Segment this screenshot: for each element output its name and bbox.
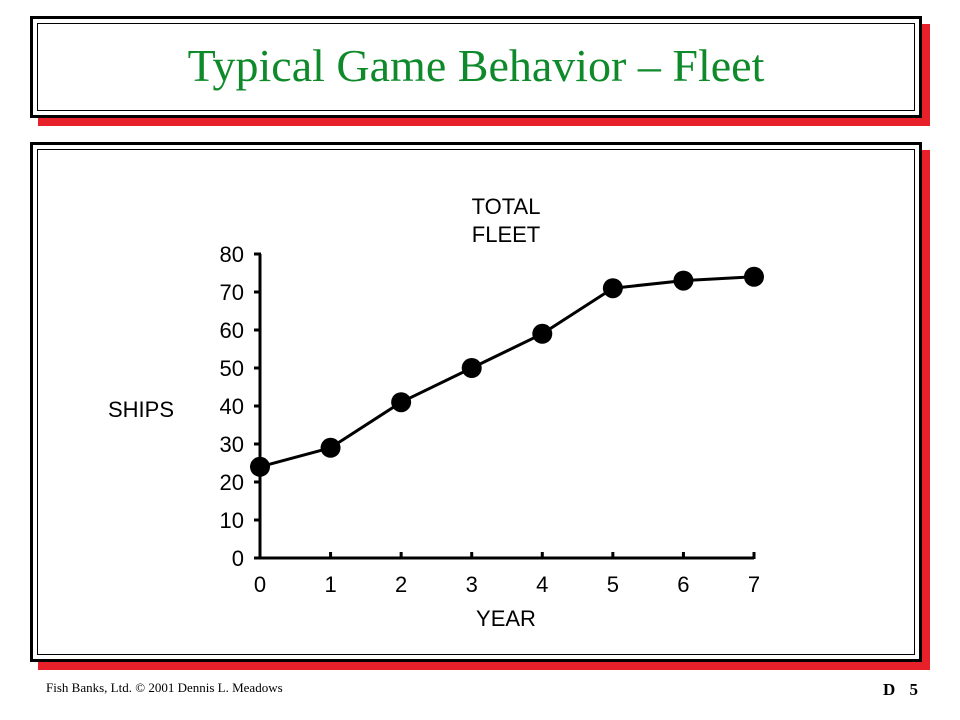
x-tick-label: 4 (536, 572, 548, 597)
y-tick-label: 80 (220, 242, 244, 267)
title-frame: Typical Game Behavior – Fleet (30, 16, 930, 126)
data-point (744, 266, 764, 287)
title-frame-box: Typical Game Behavior – Fleet (30, 16, 922, 118)
y-tick-label: 20 (220, 470, 244, 495)
y-tick-label: 40 (220, 394, 244, 419)
data-point (250, 456, 270, 477)
y-tick-label: 50 (220, 356, 244, 381)
x-tick-label: 7 (748, 572, 760, 597)
x-tick-label: 0 (254, 572, 266, 597)
y-tick-label: 30 (220, 432, 244, 457)
x-tick-label: 1 (324, 572, 336, 597)
chart-title-line-1: TOTAL (472, 194, 541, 219)
fleet-line-chart: TOTAL FLEET SHIPS YEAR 01020304050607080… (108, 194, 764, 631)
chart-frame: TOTAL FLEET SHIPS YEAR 0 10 20 30 40 50 60 70 80… (30, 142, 930, 670)
y-axis-label: SHIPS (108, 397, 174, 422)
data-point (320, 437, 341, 458)
footer-slide-number: D 5 (882, 680, 918, 699)
x-tick-label: 5 (607, 572, 619, 597)
x-axis-label: YEAR (476, 606, 536, 631)
y-tick-label: 70 (220, 280, 244, 305)
x-tick-label: 3 (466, 572, 478, 597)
footer-copyright: Fish Banks, Ltd. © 2001 Dennis L. Meadow… (46, 680, 283, 695)
title-frame-inner-border (37, 23, 915, 111)
series-line (259, 275, 755, 469)
data-point (602, 278, 623, 299)
x-tick-label: 2 (395, 572, 407, 597)
chart-title-line-2: FLEET (472, 222, 540, 247)
chart-series (250, 266, 764, 477)
slide-title: Typical Game Behavior – Fleet (187, 40, 765, 91)
x-tick-label: 6 (677, 572, 689, 597)
y-tick-label: 0 (232, 546, 244, 571)
y-tick-label: 10 (220, 508, 244, 533)
chart-frame-box (30, 142, 922, 662)
chart-frame-inner-border (37, 149, 915, 655)
data-point (461, 358, 482, 378)
data-point (673, 270, 694, 291)
chart-axes: 0 10 20 30 40 50 60 70 80 0 1 2 3 4 5 6 7 (220, 242, 761, 597)
data-point (532, 323, 553, 344)
data-point (391, 392, 412, 413)
y-tick-label: 60 (220, 318, 244, 343)
